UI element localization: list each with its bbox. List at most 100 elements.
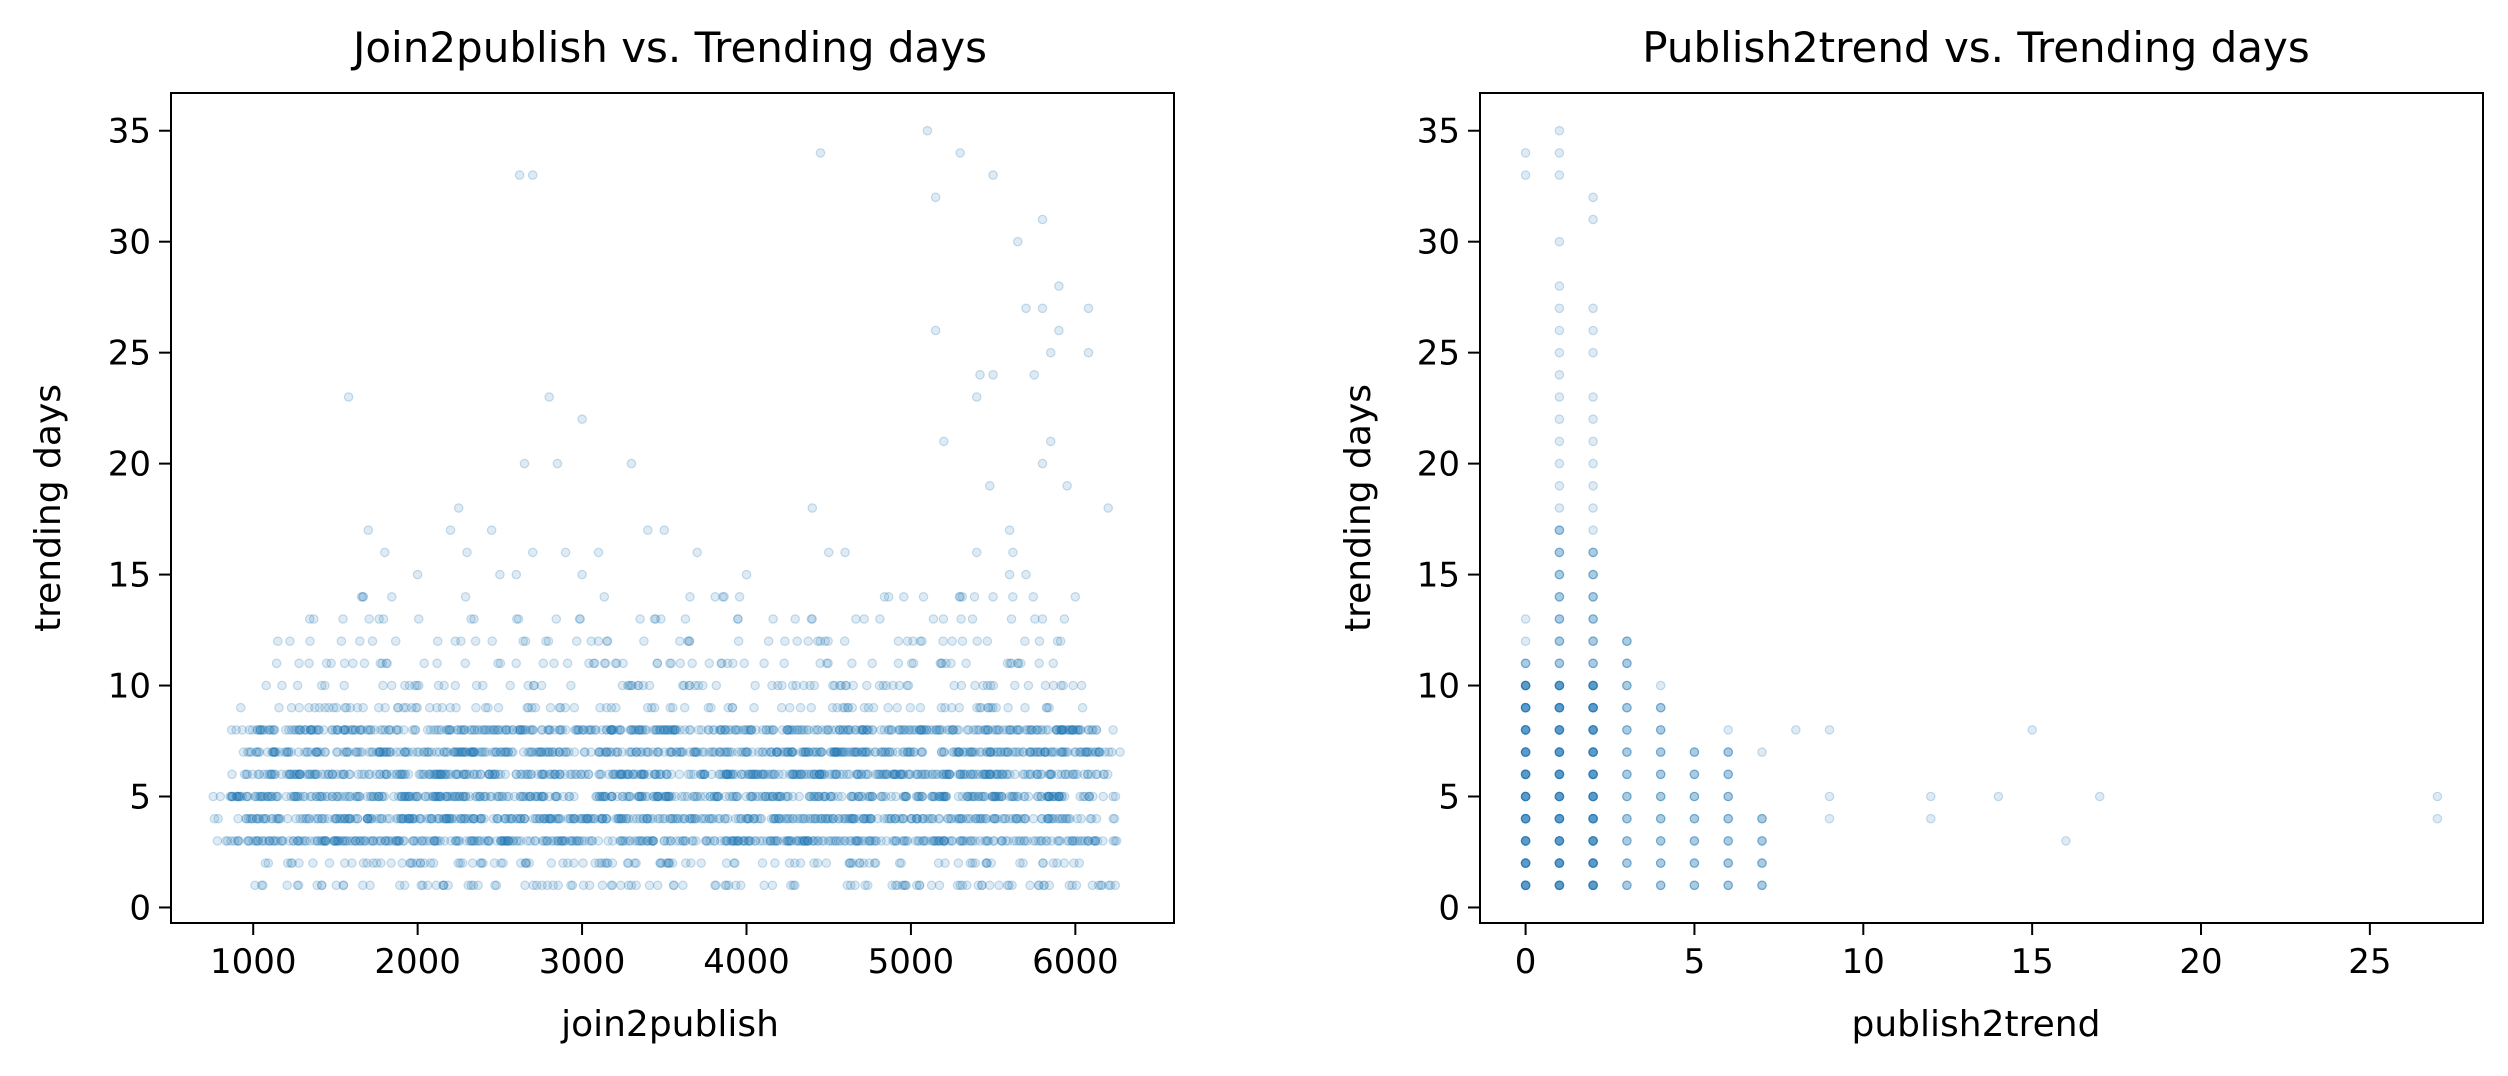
scatter-point xyxy=(350,836,361,846)
scatter-point xyxy=(968,769,979,780)
scatter-point xyxy=(900,880,911,891)
scatter-point xyxy=(1520,858,1531,868)
scatter-point xyxy=(487,636,497,646)
scatter-point xyxy=(599,791,610,802)
scatter-point xyxy=(557,725,568,735)
scatter-point xyxy=(245,813,256,824)
scatter-point xyxy=(957,836,968,846)
scatter-point xyxy=(553,836,564,846)
y-tick-label: 20 xyxy=(1417,445,1460,485)
scatter-point xyxy=(398,836,408,846)
scatter-point xyxy=(823,547,834,558)
scatter-point xyxy=(471,702,481,713)
scatter-point xyxy=(996,791,1006,802)
scatter-point xyxy=(898,813,909,824)
scatter-point xyxy=(890,791,901,802)
scatter-point xyxy=(1083,836,1093,846)
scatter-point xyxy=(641,836,652,846)
scatter-point xyxy=(1520,680,1531,691)
scatter-point xyxy=(495,658,506,669)
scatter-point xyxy=(1588,458,1598,469)
scatter-point xyxy=(784,836,795,846)
scatter-point xyxy=(933,725,943,735)
scatter-point xyxy=(1038,858,1048,868)
scatter-point xyxy=(1005,658,1015,669)
scatter-point xyxy=(333,791,344,802)
scatter-point xyxy=(772,791,782,802)
scatter-point xyxy=(1588,836,1598,846)
x-tick-label: 20 xyxy=(2179,942,2222,982)
scatter-point xyxy=(372,836,383,846)
scatter-point xyxy=(374,813,385,824)
scatter-point xyxy=(617,680,628,691)
scatter-point xyxy=(571,636,582,646)
scatter-point xyxy=(428,791,438,802)
scatter-point xyxy=(765,836,776,846)
scatter-point xyxy=(555,702,566,713)
scatter-point xyxy=(478,858,488,868)
scatter-point xyxy=(476,813,486,824)
scatter-point xyxy=(1094,747,1104,757)
scatter-point xyxy=(268,836,279,846)
scatter-point xyxy=(1053,791,1064,802)
scatter-point xyxy=(221,836,231,846)
scatter-point xyxy=(542,836,553,846)
scatter-point xyxy=(1015,836,1026,846)
scatter-point xyxy=(848,858,858,868)
scatter-point xyxy=(437,702,448,713)
scatter-point xyxy=(886,813,896,824)
scatter-point xyxy=(548,836,559,846)
scatter-point xyxy=(679,791,690,802)
scatter-point xyxy=(761,791,771,802)
scatter-point xyxy=(860,880,870,891)
scatter-point xyxy=(616,813,626,824)
scatter-point xyxy=(1041,836,1051,846)
scatter-point xyxy=(926,836,937,846)
scatter-point xyxy=(933,858,944,868)
scatter-point xyxy=(1084,791,1095,802)
scatter-point xyxy=(483,702,493,713)
scatter-point xyxy=(643,836,654,846)
scatter-point xyxy=(541,836,551,846)
scatter-point xyxy=(734,591,745,602)
scatter-point xyxy=(500,836,510,846)
scatter-point xyxy=(652,658,663,669)
scatter-point xyxy=(257,791,268,802)
scatter-point xyxy=(1090,836,1100,846)
scatter-point xyxy=(988,591,998,602)
scatter-point xyxy=(345,702,356,713)
scatter-point xyxy=(630,725,641,735)
scatter-point xyxy=(1037,813,1047,824)
x-tick-label: 1000 xyxy=(210,942,297,982)
scatter-point xyxy=(208,791,218,802)
scatter-point xyxy=(518,747,529,757)
scatter-point xyxy=(934,880,945,891)
scatter-point xyxy=(493,702,504,713)
scatter-point xyxy=(616,813,626,824)
scatter-point xyxy=(450,836,461,846)
scatter-point xyxy=(787,769,798,780)
scatter-point xyxy=(404,813,415,824)
scatter-point xyxy=(910,836,921,846)
scatter-point xyxy=(931,836,941,846)
scatter-point xyxy=(632,813,642,824)
scatter-point xyxy=(784,858,795,868)
scatter-point xyxy=(1034,658,1044,669)
scatter-point xyxy=(704,658,715,669)
scatter-point xyxy=(329,813,340,824)
scatter-point xyxy=(817,791,828,802)
scatter-point xyxy=(506,813,516,824)
scatter-point xyxy=(1076,813,1086,824)
scatter-point xyxy=(489,858,500,868)
scatter-point xyxy=(792,636,802,646)
scatter-point xyxy=(864,858,874,868)
scatter-point xyxy=(431,836,442,846)
scatter-point xyxy=(915,702,926,713)
scatter-point xyxy=(1520,813,1531,824)
scatter-point xyxy=(347,858,357,868)
scatter-point xyxy=(667,702,678,713)
scatter-point xyxy=(1110,880,1121,891)
scatter-point xyxy=(342,836,352,846)
scatter-point xyxy=(786,836,796,846)
